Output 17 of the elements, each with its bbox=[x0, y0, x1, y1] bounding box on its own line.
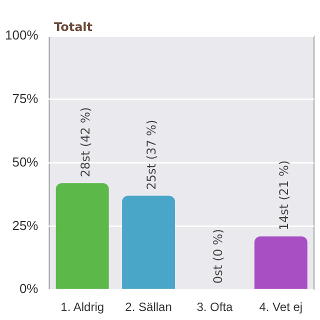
data-label: 14st (21 %) bbox=[277, 160, 292, 230]
y-tick-label: 100% bbox=[5, 28, 39, 43]
x-tick-label: 3. Ofta bbox=[196, 300, 234, 314]
bar bbox=[122, 196, 176, 289]
chart-title: Totalt bbox=[54, 20, 93, 34]
data-label: 25st (37 %) bbox=[144, 120, 159, 190]
data-label: 28st (42 %) bbox=[78, 107, 92, 178]
y-tick-label: 50% bbox=[12, 154, 39, 170]
y-tick-label: 25% bbox=[12, 218, 39, 233]
x-tick-label: 1. Aldrig bbox=[60, 300, 104, 314]
bar bbox=[56, 183, 109, 289]
data-label: 0st (0 %) bbox=[210, 228, 225, 284]
x-tick-label: 2. Sällan bbox=[125, 300, 172, 314]
x-tick-label: 4. Vet ej bbox=[259, 300, 303, 314]
y-tick-label: 75% bbox=[12, 90, 39, 106]
y-tick-label: 0% bbox=[19, 281, 39, 296]
bar bbox=[254, 236, 308, 289]
